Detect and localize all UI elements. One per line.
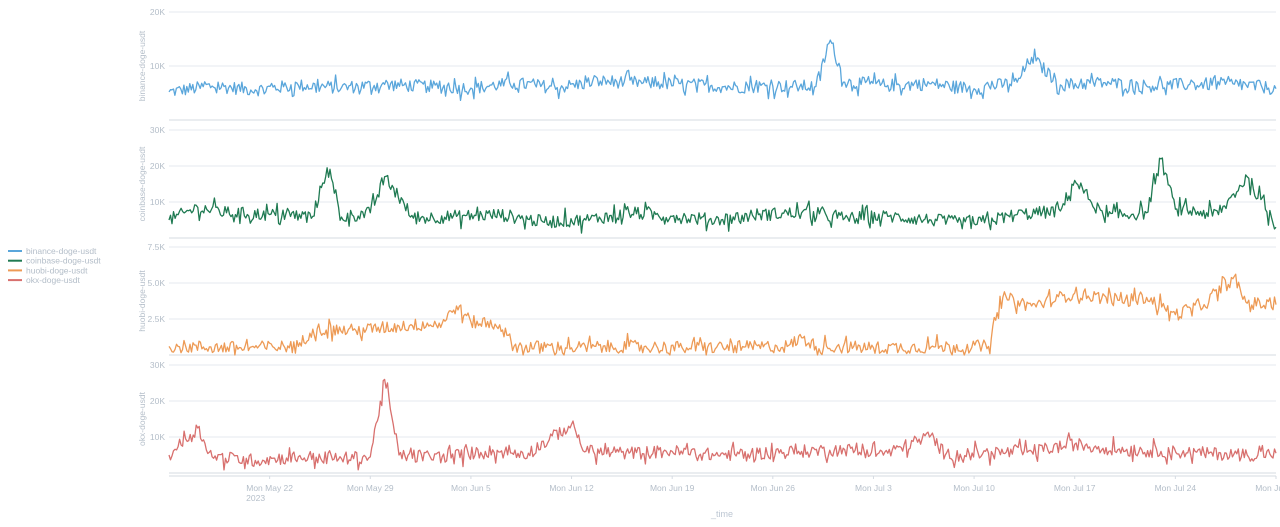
- legend-label: binance-doge-usdt: [26, 246, 97, 256]
- y-tick-label: 20K: [150, 161, 165, 171]
- y-tick-label: 10K: [150, 197, 165, 207]
- y-axis-label: okx-doge-usdt: [137, 391, 147, 446]
- series-line-coinbase-doge-usdt: [168, 157, 1277, 234]
- y-axis-label: binance-doge-usdt: [137, 30, 147, 101]
- y-tick-label: 30K: [150, 125, 165, 135]
- x-tick-sublabel: 2023: [246, 493, 265, 503]
- y-axis-label: huobi-doge-usdt: [137, 270, 147, 332]
- x-tick-label: Mon Jul 24: [1155, 483, 1197, 493]
- x-tick-label: Mon May 29: [347, 483, 394, 493]
- y-tick-label: 20K: [150, 396, 165, 406]
- series-line-huobi-doge-usdt: [168, 273, 1277, 356]
- y-tick-label: 10K: [150, 61, 165, 71]
- series-line-okx-doge-usdt: [168, 378, 1277, 471]
- y-tick-label: 2.5K: [148, 314, 166, 324]
- x-tick-label: Mon Jul 3: [855, 483, 892, 493]
- legend: binance-doge-usdtcoinbase-doge-usdthuobi…: [8, 246, 101, 285]
- x-tick-label: Mon May 22: [246, 483, 293, 493]
- x-tick-label: Mon Jul 31: [1255, 483, 1280, 493]
- panels: 20K10Kbinance-doge-usdt30K20K10Kcoinbase…: [137, 7, 1277, 474]
- x-axis-label: _time: [710, 509, 733, 519]
- y-tick-label: 5.0K: [148, 278, 166, 288]
- legend-label: coinbase-doge-usdt: [26, 256, 101, 266]
- y-axis-label: coinbase-doge-usdt: [137, 146, 147, 221]
- x-tick-label: Mon Jun 26: [751, 483, 796, 493]
- series-line-binance-doge-usdt: [168, 39, 1277, 102]
- x-tick-label: Mon Jul 10: [953, 483, 995, 493]
- y-tick-label: 30K: [150, 360, 165, 370]
- y-tick-label: 7.5K: [148, 242, 166, 252]
- y-tick-label: 10K: [150, 432, 165, 442]
- legend-label: huobi-doge-usdt: [26, 265, 88, 275]
- x-tick-label: Mon Jul 17: [1054, 483, 1096, 493]
- x-tick-label: Mon Jun 19: [650, 483, 695, 493]
- x-tick-label: Mon Jun 5: [451, 483, 491, 493]
- y-tick-label: 20K: [150, 7, 165, 17]
- x-tick-label: Mon Jun 12: [549, 483, 594, 493]
- legend-label: okx-doge-usdt: [26, 275, 81, 285]
